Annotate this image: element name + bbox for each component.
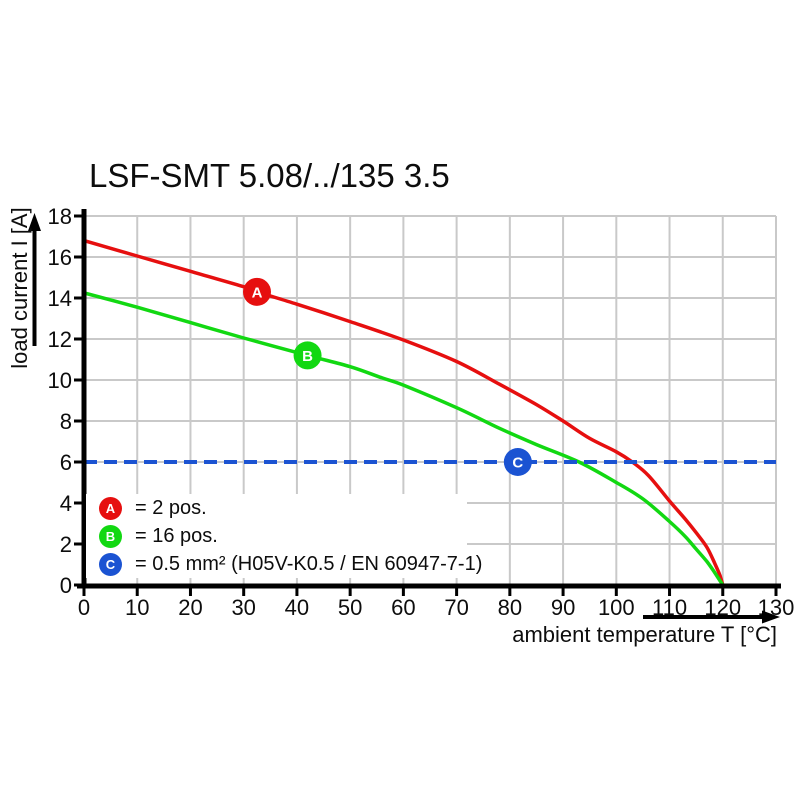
x-tick-label: 40 (285, 595, 309, 620)
legend-marker-c-icon: C (99, 552, 122, 576)
y-tick-label: 16 (48, 245, 72, 270)
y-tick-label: 4 (60, 491, 72, 516)
y-tick-label: 2 (60, 532, 72, 557)
marker-a-icon (243, 277, 271, 306)
marker-c-letter: C (512, 455, 523, 472)
legend-marker-a-icon: A (99, 496, 122, 520)
x-tick-label: 70 (444, 595, 468, 620)
legend: A = 2 pos. B = 16 pos. C = 0.5 mm² (H05V-K0.5… (86, 494, 482, 578)
y-tick-label: 14 (48, 286, 72, 311)
legend-label-b: = 16 pos. (135, 524, 218, 547)
marker-b-letter: B (302, 348, 313, 365)
y-axis-title: load current I [A] (7, 207, 32, 369)
legend-marker-b-icon: B (99, 524, 122, 548)
marker-b-icon (293, 341, 322, 370)
curve-b (82, 291, 725, 587)
x-tick-label: 0 (78, 595, 90, 620)
legend-item-a: A = 2 pos. (99, 496, 467, 521)
y-axis-arrow-head-icon (28, 213, 41, 231)
y-tick-label: 18 (48, 204, 72, 229)
x-tick-label: 80 (498, 595, 522, 620)
x-axis-arrow-head-icon (762, 610, 780, 624)
x-tick-label: 20 (178, 595, 202, 620)
x-tick-label: 50 (338, 595, 362, 620)
legend-label-a: = 2 pos. (135, 496, 207, 519)
marker-a-letter: A (252, 284, 263, 301)
y-tick-label: 0 (60, 573, 72, 598)
marker-c-icon (503, 448, 532, 476)
x-tick-label: 10 (125, 595, 149, 620)
y-tick-label: 10 (48, 368, 72, 393)
x-axis-title: ambient temperature T [°C] (512, 622, 777, 647)
x-tick-label: 30 (231, 595, 255, 620)
x-tick-label: 90 (551, 595, 575, 620)
y-tick-label: 8 (60, 409, 72, 434)
x-tick-label: 60 (391, 595, 415, 620)
legend-item-c: C = 0.5 mm² (H05V-K0.5 / EN 60947-7-1) (99, 552, 482, 577)
legend-item-b: B = 16 pos. (99, 524, 467, 549)
legend-label-c: = 0.5 mm² (H05V-K0.5 / EN 60947-7-1) (135, 552, 483, 575)
chart-title: LSF-SMT 5.08/../135 3.5 (89, 157, 450, 194)
x-tick-label: 100 (598, 595, 635, 620)
y-tick-label: 6 (60, 450, 72, 475)
y-tick-label: 12 (48, 327, 72, 352)
